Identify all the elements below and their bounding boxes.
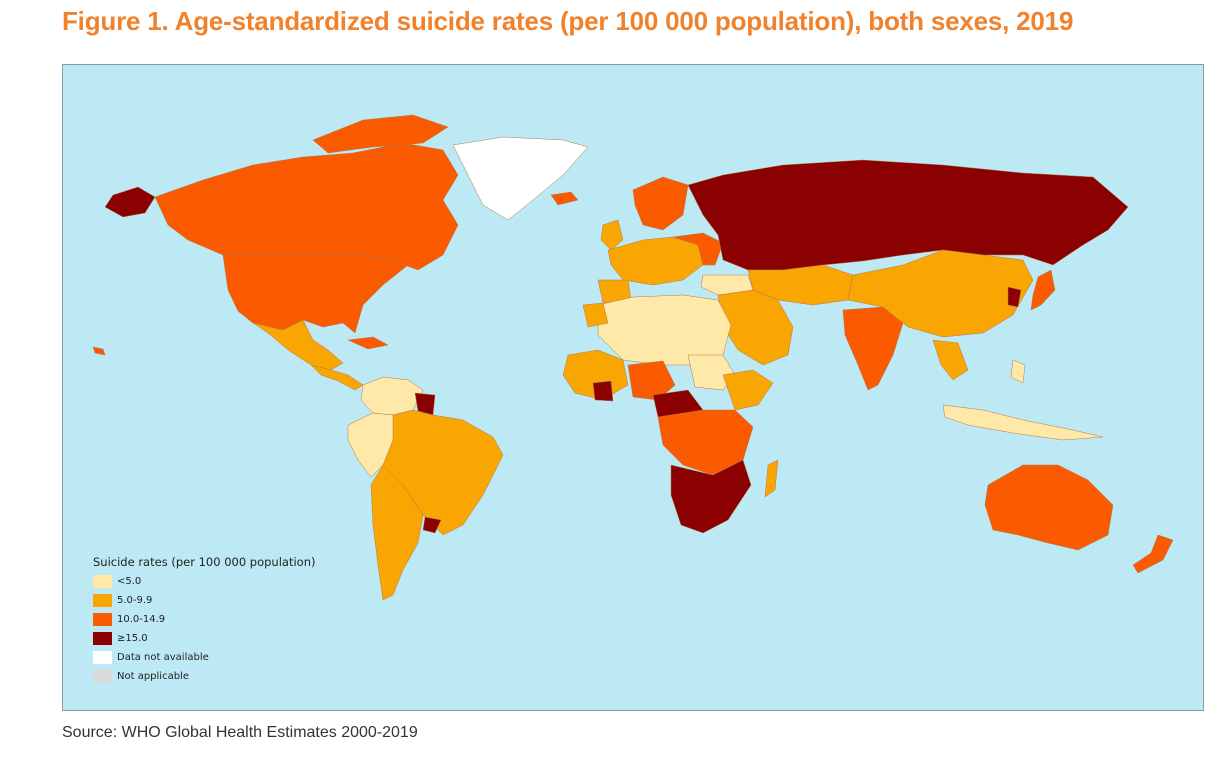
country-madagascar [764, 459, 779, 498]
legend-label-notapp: Not applicable [117, 671, 189, 682]
country-southern-africa [670, 459, 752, 534]
legend-item-notapp: Not applicable [93, 667, 315, 686]
legend-item-lt5: <5.0 [93, 572, 315, 591]
legend-label-lt5: <5.0 [117, 576, 142, 587]
country-ivory-coast [592, 380, 614, 402]
world-map: Suicide rates (per 100 000 population) <… [62, 64, 1204, 711]
legend-item-na: Data not available [93, 648, 315, 667]
world-map-svg [92, 114, 1174, 601]
country-turkey [700, 274, 754, 296]
country-alaska [104, 186, 156, 218]
map-legend: Suicide rates (per 100 000 population) <… [93, 555, 315, 686]
legend-label-ge15: ≥15.0 [117, 633, 148, 644]
country-korea [1007, 286, 1022, 308]
country-uruguay [422, 516, 442, 534]
legend-swatch-lt5 [93, 575, 112, 588]
country-japan [1030, 269, 1056, 311]
legend-label-na: Data not available [117, 652, 209, 663]
country-southeast-asia [932, 339, 969, 381]
legend-swatch-ge15 [93, 632, 112, 645]
country-china [847, 249, 1034, 338]
country-philippines [1010, 359, 1026, 384]
country-morocco [582, 302, 609, 328]
legend-label-5-9: 5.0-9.9 [117, 595, 153, 606]
legend-swatch-5-9 [93, 594, 112, 607]
country-scandinavia [632, 176, 689, 231]
country-central-america [310, 364, 364, 391]
country-colombia-venezuela [360, 376, 424, 416]
region-north-america [92, 114, 589, 391]
country-new-zealand [1132, 534, 1174, 574]
country-mexico [237, 310, 344, 371]
country-canada-arctic [312, 114, 449, 154]
legend-swatch-na [93, 651, 112, 664]
legend-label-10-14: 10.0-14.9 [117, 614, 166, 625]
legend-item-5-9: 5.0-9.9 [93, 591, 315, 610]
legend-item-10-14: 10.0-14.9 [93, 610, 315, 629]
country-argentina-chile [370, 464, 424, 601]
legend-title: Suicide rates (per 100 000 population) [93, 555, 316, 569]
country-india [842, 306, 904, 391]
country-horn-africa [722, 369, 774, 411]
country-uk [600, 219, 624, 251]
figure-source: Source: WHO Global Health Estimates 2000… [62, 724, 418, 741]
figure-title: Figure 1. Age-standardized suicide rates… [62, 6, 1074, 36]
country-north-africa [597, 294, 732, 366]
country-hawaii [92, 346, 106, 356]
region-oceania [984, 464, 1174, 574]
country-indonesia [942, 404, 1104, 441]
region-europe [597, 176, 724, 304]
country-australia [984, 464, 1114, 551]
legend-swatch-notapp [93, 670, 112, 683]
country-western-europe [607, 236, 704, 286]
region-asia [700, 249, 1104, 441]
country-iceland [550, 191, 579, 206]
region-africa [562, 294, 779, 534]
country-greenland [452, 136, 589, 221]
legend-swatch-10-14 [93, 613, 112, 626]
country-caribbean [347, 336, 389, 350]
country-canada [154, 142, 459, 271]
country-eastern-europe [672, 232, 724, 266]
country-nigeria [627, 360, 676, 401]
country-russia [687, 159, 1129, 271]
region-south-america [347, 376, 504, 601]
legend-item-ge15: ≥15.0 [93, 629, 315, 648]
